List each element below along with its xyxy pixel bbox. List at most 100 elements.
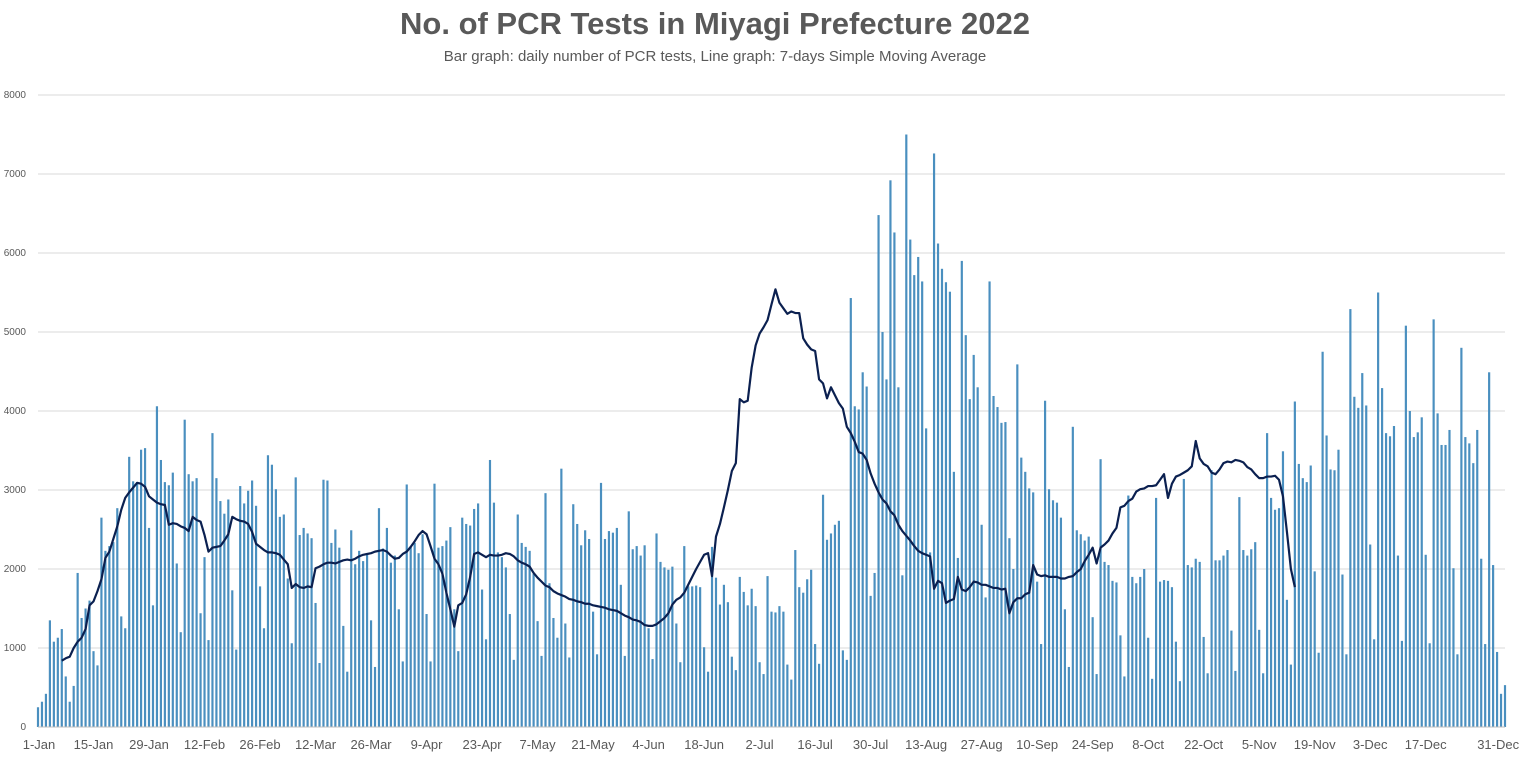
bar [1448,429,1451,727]
bar [964,335,967,727]
bar [901,575,904,727]
moving-average-line [61,288,1296,662]
x-tick-label: 19-Nov [1294,737,1336,752]
bar [40,701,44,727]
bar [556,637,559,727]
bar [175,563,178,727]
bar [147,527,151,727]
x-tick-label: 16-Jul [797,737,833,752]
bar [572,504,575,727]
x-tick-label: 30-Jul [853,737,889,752]
bar [334,529,337,727]
bar [754,606,757,727]
bar [500,557,503,727]
bar [195,478,198,727]
bar [1495,651,1499,727]
bar [758,662,761,727]
bar [889,180,892,727]
bar [504,567,507,727]
bar [203,557,206,727]
bar [48,620,51,727]
bar [1032,492,1035,727]
bar [1028,488,1031,727]
bar [1499,693,1503,727]
bar [163,482,166,727]
bar [714,577,718,727]
bar [932,153,936,727]
bar [381,548,385,727]
bar [1083,540,1086,727]
bar [679,662,682,727]
bar [251,480,254,727]
bar [790,679,793,727]
bar [1218,560,1221,727]
bar [401,661,404,727]
bar [1123,676,1126,727]
bar [1416,432,1419,727]
bar [980,524,983,727]
bar [294,477,297,727]
bar [330,542,333,727]
bar [508,614,511,727]
x-tick-label: 18-Jun [684,737,724,752]
bar [1063,609,1066,727]
bar [1285,599,1289,727]
bar [766,576,769,727]
bar [1384,433,1388,727]
bar [540,655,543,727]
bar [1341,574,1344,727]
bar [655,533,658,727]
x-tick-label: 31-Dec [1477,737,1519,752]
x-tick-label: 21-May [571,737,615,752]
bar [389,562,392,727]
bar [774,612,777,727]
bar [1456,654,1459,727]
bar [239,486,242,727]
bar [1246,555,1249,727]
bar [588,538,591,727]
bar [750,588,753,727]
bar [318,663,321,727]
bar [1484,644,1487,727]
bar [960,260,963,727]
bar [1016,364,1019,727]
bar [223,513,226,727]
y-tick-label: 6000 [4,248,27,259]
bar [496,552,500,727]
bar [409,546,412,727]
bar [905,134,908,727]
x-tick-label: 10-Sep [1016,737,1058,752]
bar [235,649,238,727]
bar [1297,463,1300,727]
bar [683,546,686,727]
bar [1305,482,1308,727]
bar [718,604,722,727]
bar [1210,470,1213,727]
bar [143,448,147,727]
bar [187,474,190,727]
bar [814,644,817,727]
bar [821,494,825,727]
bar [373,666,377,727]
bar [159,459,163,727]
bar [810,569,813,727]
bar [1111,580,1114,727]
bar [1333,470,1336,727]
bar [1266,433,1269,727]
bar [710,546,714,727]
bar [786,664,789,727]
bar [1194,558,1197,727]
bar [322,479,325,727]
bar [1408,411,1411,727]
bar [1273,509,1277,727]
bar [1377,292,1380,727]
bar [124,628,127,727]
bar [635,546,638,727]
bar [44,693,48,727]
bar [385,527,388,727]
bar [1254,542,1257,727]
bar [1468,443,1471,727]
bar [1091,617,1094,727]
y-tick-label: 0 [20,722,26,733]
bar [1040,644,1043,727]
